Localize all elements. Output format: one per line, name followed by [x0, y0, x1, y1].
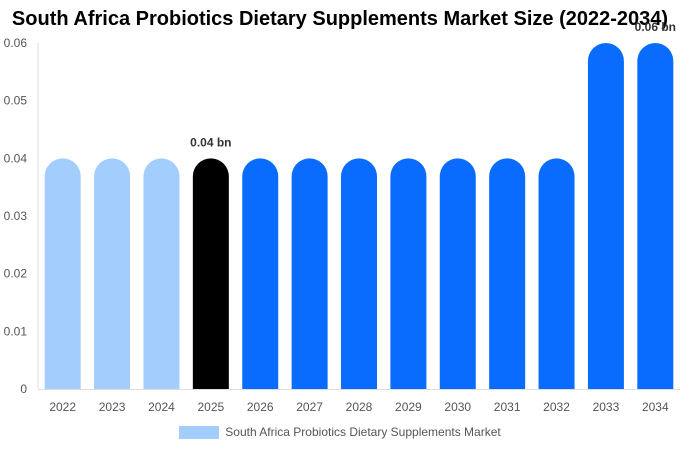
- bar-2026[interactable]: [242, 158, 279, 389]
- data-label-2025: 0.04 bn: [190, 135, 231, 149]
- x-tick-label: 2030: [444, 400, 471, 414]
- bar-2024[interactable]: [143, 158, 180, 389]
- y-tick-label: 0.01: [4, 324, 28, 338]
- x-tick-label: 2023: [99, 400, 126, 414]
- x-tick-label: 2029: [395, 400, 422, 414]
- y-tick-label: 0.06: [4, 36, 28, 50]
- y-tick-label: 0.04: [4, 151, 28, 165]
- legend-label: South Africa Probiotics Dietary Suppleme…: [225, 425, 501, 439]
- legend[interactable]: South Africa Probiotics Dietary Suppleme…: [0, 425, 680, 439]
- y-tick-label: 0.02: [4, 267, 28, 281]
- data-label-2034: 0.06 bn: [635, 20, 676, 34]
- legend-swatch: [179, 425, 220, 439]
- bar-2030[interactable]: [439, 158, 476, 389]
- x-tick-label: 2028: [346, 400, 373, 414]
- bar-2032[interactable]: [538, 158, 575, 389]
- y-axis: 0 0.01 0.02 0.03 0.04 0.05 0.06: [4, 36, 39, 396]
- x-tick-label: 2034: [642, 400, 669, 414]
- x-tick-label: 2031: [494, 400, 521, 414]
- bar-2022[interactable]: [44, 158, 81, 389]
- x-tick-label: 2025: [197, 400, 224, 414]
- x-tick-label: 2027: [296, 400, 323, 414]
- x-axis: 2022 2023 2024 2025 2026 2027 2028 2029 2030 2031…: [38, 389, 680, 414]
- bar-2029[interactable]: [390, 158, 427, 389]
- bar-2028[interactable]: [341, 158, 377, 389]
- chart-title: South Africa Probiotics Dietary Suppleme…: [11, 8, 669, 30]
- bar-2027[interactable]: [291, 158, 328, 389]
- bar-2033[interactable]: [587, 43, 624, 389]
- bar-2034[interactable]: [637, 43, 674, 389]
- bar-2025[interactable]: [192, 158, 229, 389]
- data-labels-group: 0.04 bn 0.06 bn: [190, 20, 676, 149]
- y-tick-label: 0: [20, 382, 27, 396]
- y-tick-label: 0.05: [4, 94, 28, 108]
- x-tick-label: 2022: [49, 400, 76, 414]
- y-tick-label: 0.03: [4, 209, 28, 223]
- bar-2031[interactable]: [489, 158, 526, 389]
- x-tick-label: 2024: [148, 400, 175, 414]
- x-tick-label: 2033: [593, 400, 620, 414]
- bar-2023[interactable]: [94, 158, 131, 389]
- x-tick-label: 2026: [247, 400, 274, 414]
- x-tick-label: 2032: [543, 400, 570, 414]
- bars-group: [44, 43, 674, 389]
